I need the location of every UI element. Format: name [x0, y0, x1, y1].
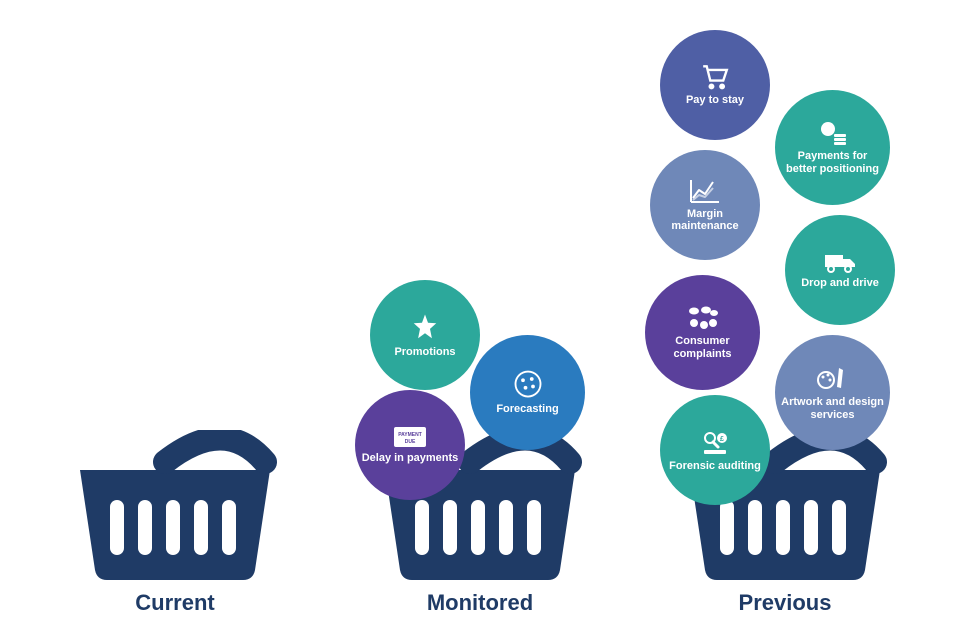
bubble-label: Drop and drive [795, 277, 885, 289]
bubble-promotions: Promotions [370, 280, 480, 390]
bubble-payments-better-positioning: Payments for better positioning [775, 90, 890, 205]
star-icon [410, 312, 440, 342]
bubble-label: Forensic auditing [663, 460, 767, 472]
payment-icon: PAYMENTDUE [393, 426, 427, 448]
basket-label-monitored: Monitored [375, 590, 585, 616]
bubble-delay-in-payments: PAYMENTDUE Delay in payments [355, 390, 465, 500]
audit-icon: £ [700, 428, 730, 456]
bubble-forecasting: Forecasting [470, 335, 585, 450]
bubble-pay-to-stay: Pay to stay [660, 30, 770, 140]
forecast-icon [513, 369, 543, 399]
bubble-label: Consumer complaints [645, 335, 760, 359]
infographic-canvas: Current Monitored Promotions Forecasting… [0, 0, 960, 640]
svg-text:PAYMENT: PAYMENT [398, 432, 422, 438]
bubble-forensic-auditing: £ Forensic auditing [660, 395, 770, 505]
svg-text:DUE: DUE [405, 439, 416, 445]
bubble-label: Margin maintenance [650, 208, 760, 232]
bubble-drop-and-drive: Drop and drive [785, 215, 895, 325]
coins-icon [818, 120, 848, 146]
basket-icon [70, 430, 280, 580]
van-icon [823, 251, 857, 273]
basket-label-previous: Previous [680, 590, 890, 616]
cart-icon [700, 64, 730, 90]
bubble-label: Artwork and design services [775, 396, 890, 420]
bubble-label: Pay to stay [680, 94, 750, 106]
bubble-consumer-complaints: Consumer complaints [645, 275, 760, 390]
bubble-label: Promotions [388, 346, 461, 358]
people-icon [686, 305, 720, 331]
bubble-label: Forecasting [490, 403, 564, 415]
bubble-artwork-design: Artwork and design services [775, 335, 890, 450]
bubble-label: Payments for better positioning [775, 150, 890, 174]
basket-current [70, 430, 280, 580]
bubble-label: Delay in payments [356, 452, 465, 464]
basket-label-current: Current [70, 590, 280, 616]
svg-text:£: £ [720, 436, 724, 443]
art-icon [817, 364, 849, 392]
chart-icon [689, 178, 721, 204]
bubble-margin-maintenance: Margin maintenance [650, 150, 760, 260]
